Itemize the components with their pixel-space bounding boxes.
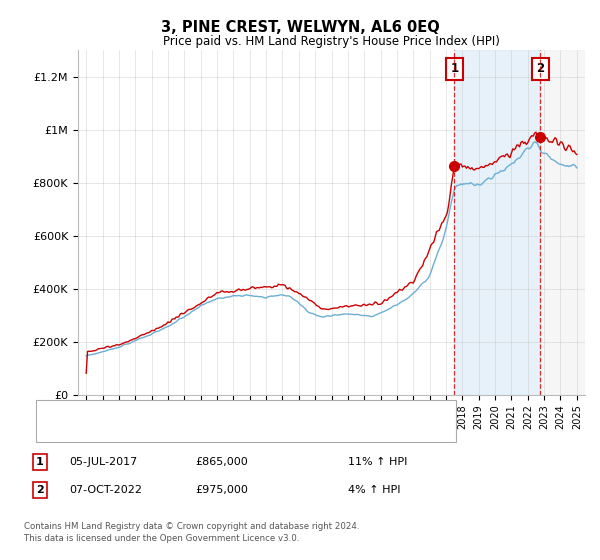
Text: 2: 2 (536, 63, 544, 76)
Text: £975,000: £975,000 (195, 485, 248, 495)
Text: ─────: ───── (51, 426, 85, 436)
Text: HPI: Average price, detached house, Welwyn Hatfield: HPI: Average price, detached house, Welw… (93, 426, 370, 436)
Text: ─────: ───── (51, 407, 85, 417)
Text: 4% ↑ HPI: 4% ↑ HPI (348, 485, 401, 495)
Text: 1: 1 (36, 457, 44, 467)
Text: 07-OCT-2022: 07-OCT-2022 (69, 485, 142, 495)
Text: 3, PINE CREST, WELWYN, AL6 0EQ (detached house): 3, PINE CREST, WELWYN, AL6 0EQ (detached… (93, 407, 365, 417)
Text: 11% ↑ HPI: 11% ↑ HPI (348, 457, 407, 467)
Bar (454, 50, 541, 395)
Text: 1: 1 (451, 63, 458, 76)
Text: £865,000: £865,000 (195, 457, 248, 467)
Text: 05-JUL-2017: 05-JUL-2017 (69, 457, 137, 467)
Bar (541, 50, 585, 395)
Text: Contains HM Land Registry data © Crown copyright and database right 2024.
This d: Contains HM Land Registry data © Crown c… (24, 522, 359, 543)
Text: 3, PINE CREST, WELWYN, AL6 0EQ: 3, PINE CREST, WELWYN, AL6 0EQ (161, 20, 439, 35)
Title: Price paid vs. HM Land Registry's House Price Index (HPI): Price paid vs. HM Land Registry's House … (163, 35, 500, 48)
Text: 2: 2 (36, 485, 44, 495)
